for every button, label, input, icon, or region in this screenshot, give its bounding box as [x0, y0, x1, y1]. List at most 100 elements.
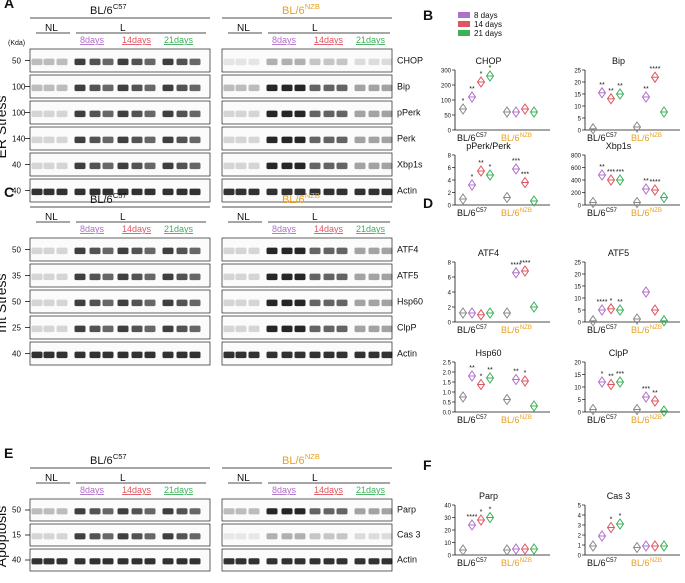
- blot-band: [336, 247, 348, 255]
- blot-band: [223, 299, 235, 307]
- x-group-label-superscript: C57: [476, 414, 488, 421]
- violin: [476, 514, 486, 526]
- blot-band: [162, 351, 174, 359]
- blot-band: [89, 84, 101, 92]
- blot-band: [31, 84, 43, 92]
- blot-band: [354, 299, 366, 307]
- x-group-label-base: BL/6: [631, 558, 650, 568]
- significance-marker: ***: [512, 158, 520, 165]
- blot-frame: [221, 126, 393, 151]
- blot-band: [162, 558, 174, 565]
- blot-frame: [221, 548, 393, 572]
- blot-band: [235, 188, 247, 196]
- violin: [467, 370, 477, 382]
- violin: [529, 301, 539, 313]
- blot-band: [309, 325, 321, 333]
- x-group-label-superscript: C57: [606, 414, 618, 421]
- violin: [458, 193, 468, 205]
- violin: [520, 543, 530, 555]
- blot-band: [266, 558, 278, 565]
- violin: [659, 405, 669, 417]
- blot-band: [102, 533, 114, 540]
- blot-parp-c57: [29, 498, 211, 522]
- mw-marker: 40: [12, 349, 21, 358]
- violin: [615, 304, 625, 316]
- violin: [467, 519, 477, 531]
- violin: [597, 169, 607, 181]
- blot-band: [294, 162, 306, 170]
- violin: [588, 403, 598, 416]
- blot-band: [102, 273, 114, 281]
- x-group-label: BL/6 NZB: [631, 557, 662, 568]
- blot-band: [89, 188, 101, 196]
- violin: [458, 544, 468, 556]
- blot-band: [235, 136, 247, 144]
- blot-band: [176, 247, 188, 255]
- blot-band: [189, 58, 201, 66]
- blot-band: [309, 508, 321, 515]
- blot-hsp60-c57: [29, 289, 211, 314]
- blot-band: [266, 351, 278, 359]
- violin: [458, 391, 468, 403]
- legend-swatch: [458, 21, 470, 27]
- condition-day: 14days: [314, 485, 344, 495]
- blot-band: [294, 508, 306, 515]
- blot-band: [266, 325, 278, 333]
- blot-band: [74, 58, 86, 66]
- blot-band: [235, 558, 247, 565]
- panel-letter: F: [423, 457, 432, 473]
- blot-band: [162, 273, 174, 281]
- blot-band: [235, 325, 247, 333]
- blot-band: [354, 247, 366, 255]
- condition-nl: NL: [237, 473, 250, 484]
- blot-frame: [221, 523, 393, 547]
- x-group-label-superscript: C57: [606, 207, 618, 214]
- violin: [511, 106, 521, 118]
- blot-band: [131, 508, 143, 515]
- blot-band: [235, 247, 247, 255]
- condition-l: L: [120, 23, 126, 34]
- x-group-label-base: BL/6: [457, 133, 476, 143]
- blot-band: [323, 162, 335, 170]
- blot-band: [336, 188, 348, 196]
- violin: [511, 163, 521, 175]
- blot-band: [235, 84, 247, 92]
- blot-band: [223, 58, 235, 66]
- blot-band: [189, 508, 201, 515]
- y-tick-label: 8: [448, 154, 452, 160]
- blot-band: [43, 136, 55, 144]
- blot-band: [162, 188, 174, 196]
- blot-band: [336, 110, 348, 118]
- blot-band: [368, 136, 380, 144]
- blot-band: [162, 247, 174, 255]
- strain-header-nzb-superscript: NZB: [305, 452, 320, 461]
- x-group-label: BL/6 NZB: [631, 414, 662, 425]
- blot-band: [309, 558, 321, 565]
- blot-band: [56, 508, 68, 515]
- violin: [520, 265, 530, 277]
- significance-marker: ****: [650, 179, 661, 186]
- condition-day: 14days: [122, 485, 152, 495]
- blot-band: [309, 273, 321, 281]
- mw-marker: 40: [12, 186, 21, 195]
- significance-marker: ***: [616, 169, 624, 176]
- blot-hsp60-nzb: [221, 289, 393, 314]
- blot-band: [294, 325, 306, 333]
- blot-band: [281, 136, 293, 144]
- blot-band: [74, 247, 86, 255]
- blot-band: [89, 273, 101, 281]
- y-tick-label: 600: [571, 166, 582, 172]
- blot-atf4-nzb: [221, 237, 393, 262]
- blot-band: [89, 58, 101, 66]
- x-group-label-superscript: NZB: [520, 324, 532, 331]
- violin: [502, 393, 512, 406]
- blot-band: [31, 110, 43, 118]
- significance-marker: *: [480, 374, 483, 381]
- blot-band: [89, 299, 101, 307]
- mw-marker: 15: [12, 531, 21, 540]
- blot-band: [189, 136, 201, 144]
- blot-band: [294, 247, 306, 255]
- x-group-label-superscript: NZB: [520, 132, 532, 139]
- blot-band: [31, 508, 43, 515]
- blot-band: [266, 136, 278, 144]
